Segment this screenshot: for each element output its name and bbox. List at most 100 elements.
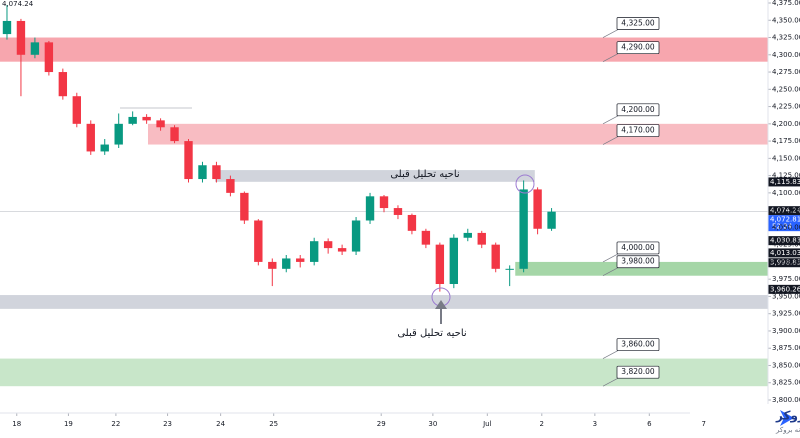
y-tick-label: 4,350.00 (772, 16, 800, 24)
y-tick-label: 3,900.00 (772, 327, 800, 335)
candle-body (72, 96, 81, 124)
candle-body (296, 258, 305, 262)
x-tick-label: 2 (540, 420, 544, 428)
callout-line (602, 29, 619, 38)
price-label: 4,013.03 (770, 249, 800, 257)
price-label: 3,998.83 (770, 259, 800, 267)
callout-label: 4,000.00 (621, 243, 655, 252)
candle-body (2, 20, 12, 35)
callout-line (602, 53, 619, 62)
zones (0, 2, 771, 416)
callout-box (616, 41, 660, 55)
y-tick-label: 4,300.00 (772, 51, 800, 59)
candle-body (407, 214, 417, 231)
logo: کدام بروکر انتخاب هوشمندانه بروکر (690, 404, 800, 438)
candle-body (435, 244, 445, 285)
candle-body (365, 196, 375, 221)
y-tick-label: 4,125.00 (772, 172, 800, 180)
callout-line (602, 267, 619, 277)
candle-body (86, 123, 95, 152)
callout-label: 3,980.00 (621, 257, 655, 266)
arrow (435, 300, 447, 324)
highlight-circle (515, 174, 535, 194)
candle-body (142, 116, 151, 121)
y-tick-label: 3,800.00 (772, 396, 800, 404)
candle-body (16, 20, 26, 55)
candles (2, 5, 556, 292)
callout-box (616, 241, 660, 255)
candle-body (254, 220, 263, 262)
y-tick-label: 4,150.00 (772, 154, 800, 162)
x-tick-label: 6 (647, 420, 652, 428)
y-tick-label: 3,975.00 (772, 275, 800, 283)
candle-body (156, 120, 165, 128)
candle-body (337, 248, 347, 252)
callout-line (602, 377, 619, 387)
callout-label: 4,290.00 (621, 43, 655, 52)
price-label-sub: 52:24 (772, 223, 793, 231)
candle-body (421, 230, 431, 245)
annotation: ناحیه تحلیل قبلی (390, 169, 459, 180)
price-label-box (768, 215, 800, 232)
callout-line (602, 253, 619, 263)
x-tick-label: 23 (163, 420, 172, 428)
price-label: 4,030.83 (770, 237, 800, 245)
candle-body (184, 141, 193, 180)
price-label-box (768, 206, 800, 216)
candle-body (100, 144, 109, 152)
candle-body (491, 244, 500, 269)
candle-body (240, 192, 249, 221)
candle-body (505, 268, 514, 270)
zone (0, 295, 768, 309)
callout-line (602, 350, 619, 359)
y-tick-label: 4,075.00 (772, 206, 800, 214)
y-tick-label: 4,250.00 (772, 85, 800, 93)
x-tick-label: Jul (482, 420, 492, 428)
callout-box (616, 255, 660, 269)
y-tick-label: 4,025.00 (772, 241, 800, 249)
x-tick-label: 24 (216, 420, 225, 428)
y-tick-label: 4,200.00 (772, 120, 800, 128)
callout-box (616, 103, 660, 117)
x-tick-label: 25 (269, 420, 278, 428)
y-tick-label: 4,275.00 (772, 68, 800, 76)
annotation: ناحیه تحلیل قبلی (397, 328, 466, 339)
price-label: 4,115.83 (770, 178, 800, 186)
price-label-box (768, 284, 800, 294)
y-tick-label: 4,175.00 (772, 137, 800, 145)
candle-body (463, 232, 472, 238)
callout-line (602, 136, 619, 145)
x-tick-label: 19 (64, 420, 73, 428)
candle-body (477, 232, 486, 245)
callout-box (616, 17, 660, 30)
y-tick-label: 4,225.00 (772, 103, 800, 111)
x-tick-label: 7 (702, 420, 706, 428)
x-tick-label: 22 (111, 420, 120, 428)
price-label: 4,072.81 (770, 216, 800, 224)
callout-box (616, 365, 660, 379)
candle-body (393, 208, 403, 215)
y-tick-label: 4,100.00 (772, 189, 800, 197)
candle-body (226, 179, 235, 193)
candle-body (351, 220, 361, 252)
y-tick-label: 4,050.00 (772, 223, 800, 231)
logo-name: کدام بروکر (775, 409, 800, 424)
zone (215, 170, 535, 182)
x-tick-label: 30 (428, 420, 437, 428)
price-label: 3,960.26 (770, 285, 800, 293)
price-label: 4,074.24 (770, 207, 800, 215)
callout-label: 4,325.00 (621, 19, 655, 28)
x-tick-label: 3 (593, 420, 597, 428)
zone (148, 123, 769, 145)
callout-label: 3,820.00 (621, 367, 655, 376)
zone (515, 261, 768, 276)
y-tick-label: 3,875.00 (772, 344, 800, 352)
y-tick-label: 3,825.00 (772, 379, 800, 387)
logo-icon (780, 410, 794, 426)
y-tick-label: 3,950.00 (772, 292, 800, 300)
x-tick-label: 18 (12, 420, 21, 428)
callout-line (602, 115, 619, 125)
callout-label: 3,860.00 (621, 340, 655, 349)
candle-body (44, 42, 54, 73)
y-tick-label: 3,850.00 (772, 361, 800, 369)
